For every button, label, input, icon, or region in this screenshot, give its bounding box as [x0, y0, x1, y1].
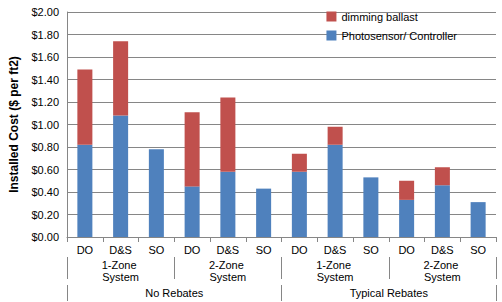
svg-text:$0.60: $0.60: [31, 164, 59, 176]
svg-text:DO: DO: [398, 244, 415, 256]
svg-text:$1.60: $1.60: [31, 51, 59, 63]
svg-text:D&S: D&S: [217, 244, 240, 256]
svg-text:$2.00: $2.00: [31, 6, 59, 18]
svg-text:$0.00: $0.00: [31, 231, 59, 243]
svg-text:DO: DO: [77, 244, 94, 256]
svg-text:1-Zone: 1-Zone: [316, 259, 354, 271]
svg-text:Installed Cost ($ per ft2): Installed Cost ($ per ft2): [7, 56, 21, 193]
svg-text:Photosensor/ Controller: Photosensor/ Controller: [341, 30, 457, 42]
svg-text:SO: SO: [363, 244, 379, 256]
svg-text:1-Zone: 1-Zone: [102, 259, 140, 271]
svg-text:DO: DO: [291, 244, 308, 256]
svg-text:dimming ballast: dimming ballast: [341, 11, 417, 23]
svg-text:System: System: [210, 271, 247, 283]
svg-text:System: System: [317, 271, 354, 283]
svg-text:Typical Rebates: Typical Rebates: [350, 287, 429, 299]
svg-text:System: System: [424, 271, 461, 283]
svg-text:$1.80: $1.80: [31, 29, 59, 41]
svg-text:No Rebates: No Rebates: [145, 287, 204, 299]
svg-text:D&S: D&S: [324, 244, 347, 256]
svg-text:$0.20: $0.20: [31, 209, 59, 221]
svg-text:$0.80: $0.80: [31, 141, 59, 153]
svg-text:$1.20: $1.20: [31, 96, 59, 108]
svg-text:$1.00: $1.00: [31, 119, 59, 131]
svg-text:System: System: [102, 271, 139, 283]
svg-text:SO: SO: [470, 244, 486, 256]
svg-text:$0.40: $0.40: [31, 186, 59, 198]
svg-text:$1.40: $1.40: [31, 74, 59, 86]
svg-text:SO: SO: [256, 244, 272, 256]
svg-text:D&S: D&S: [431, 244, 454, 256]
svg-text:2-Zone: 2-Zone: [423, 259, 461, 271]
svg-text:SO: SO: [148, 244, 164, 256]
svg-text:DO: DO: [184, 244, 201, 256]
svg-text:D&S: D&S: [109, 244, 132, 256]
svg-text:2-Zone: 2-Zone: [209, 259, 247, 271]
